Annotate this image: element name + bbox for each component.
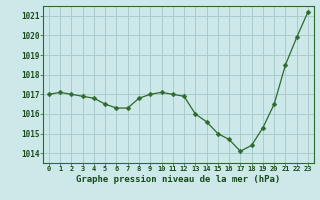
X-axis label: Graphe pression niveau de la mer (hPa): Graphe pression niveau de la mer (hPa) [76,175,281,184]
